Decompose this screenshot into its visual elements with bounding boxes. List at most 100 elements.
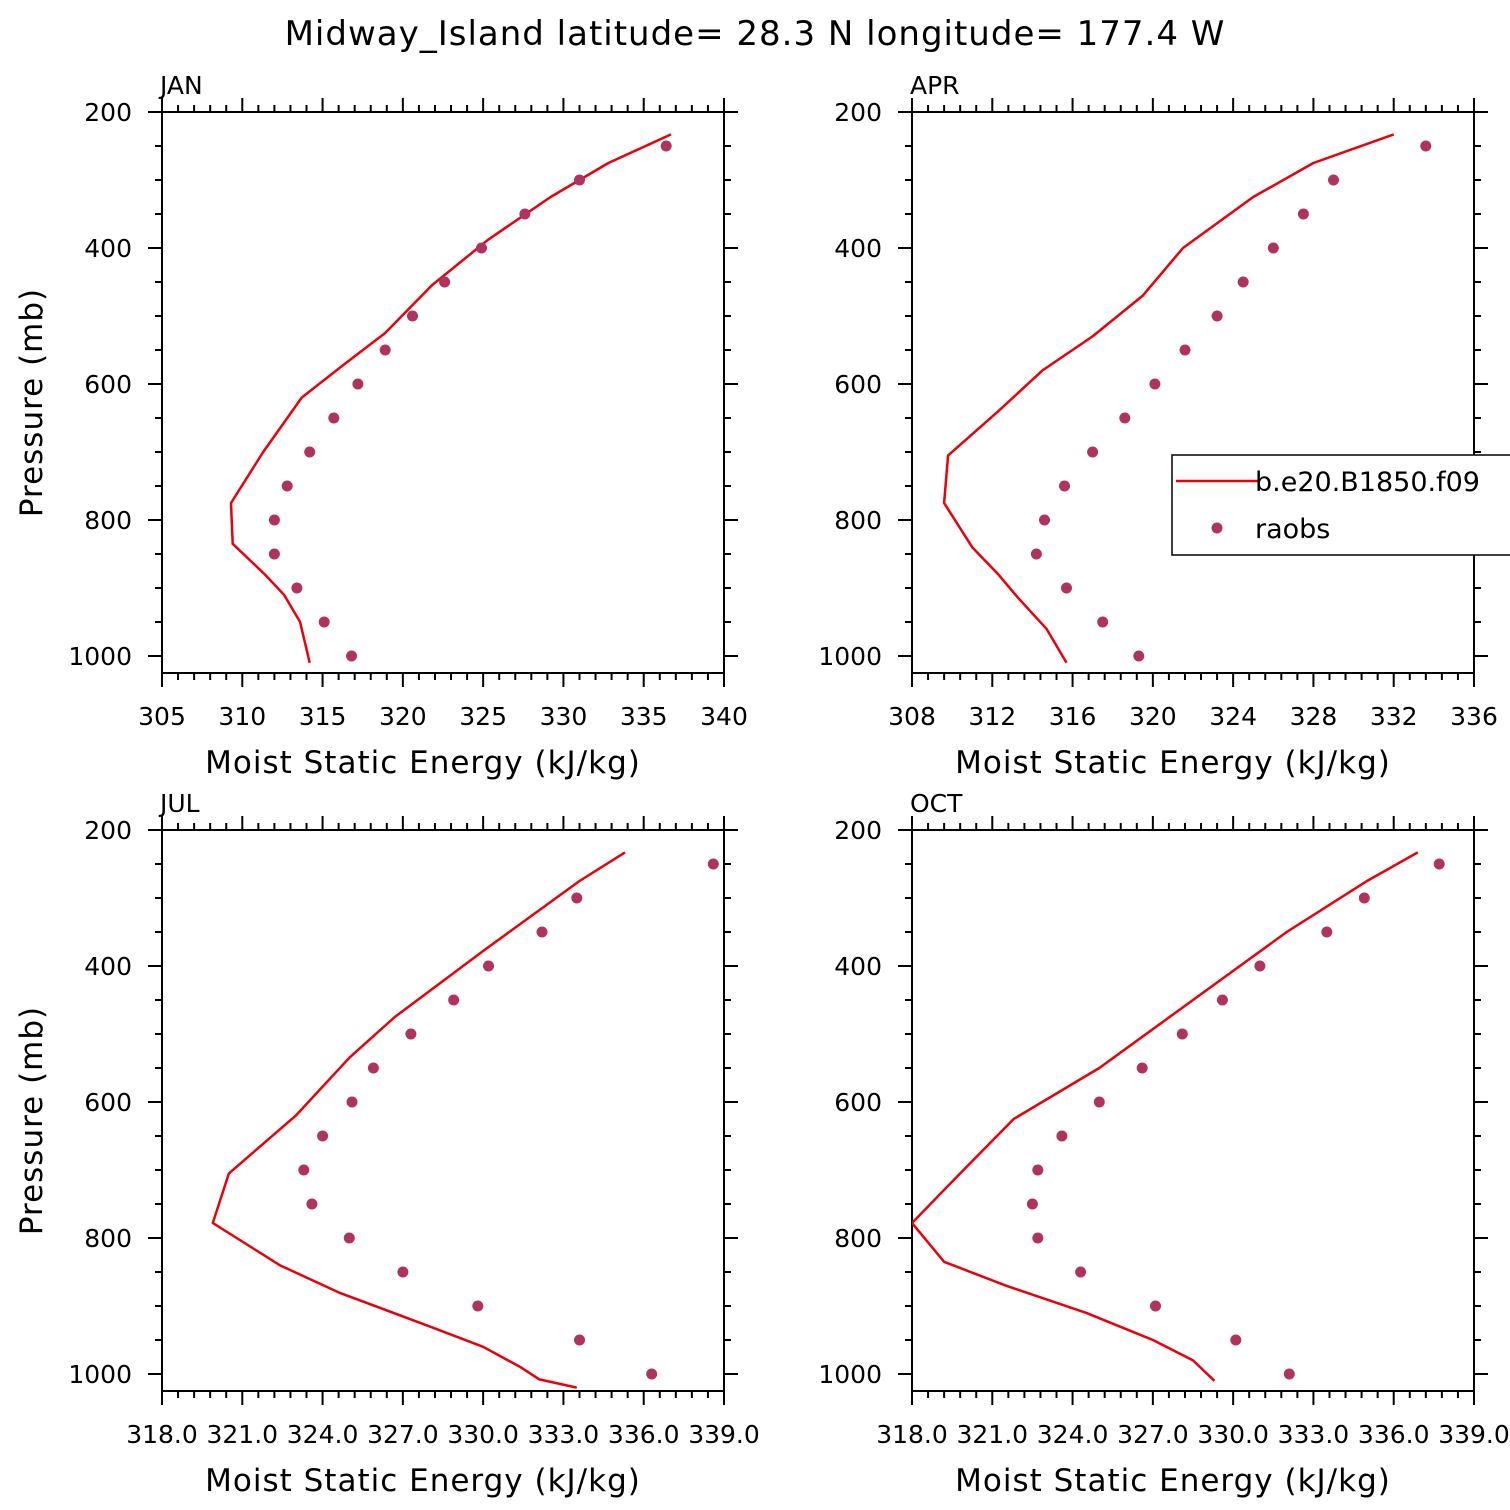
raobs-point bbox=[1030, 548, 1042, 560]
raobs-point bbox=[660, 140, 672, 152]
raobs-point bbox=[574, 1334, 585, 1346]
plot-frame bbox=[161, 829, 725, 1392]
x-tick-label: 321.0 bbox=[206, 1420, 278, 1449]
raobs-point bbox=[346, 650, 357, 662]
x-tick-label: 325 bbox=[459, 702, 507, 731]
raobs-point bbox=[346, 1096, 358, 1108]
raobs-point bbox=[1149, 378, 1161, 390]
y-tick-label: 600 bbox=[84, 370, 132, 399]
plot-area bbox=[211, 851, 719, 1389]
y-tick-label: 200 bbox=[84, 98, 132, 127]
y-tick-label: 600 bbox=[84, 1088, 132, 1117]
x-tick-label: 320 bbox=[379, 702, 427, 731]
x-tick-label: 316 bbox=[1049, 702, 1097, 731]
x-tick-label: 330 bbox=[540, 702, 588, 731]
x-tick-label: 324 bbox=[1209, 702, 1257, 731]
plot-area bbox=[912, 851, 1445, 1382]
raobs-point bbox=[1133, 650, 1145, 662]
x-tick-label: 320 bbox=[1129, 702, 1177, 731]
raobs-point bbox=[1176, 1028, 1188, 1040]
panel-label: APR bbox=[910, 71, 960, 100]
y-tick-label: 1000 bbox=[68, 1360, 132, 1389]
panel-label: OCT bbox=[910, 789, 963, 818]
series-line-model bbox=[942, 133, 1395, 664]
y-tick-label: 1000 bbox=[68, 642, 132, 671]
raobs-point bbox=[1179, 344, 1191, 356]
raobs-point bbox=[1119, 412, 1131, 424]
y-axis-label: Pressure (mb) bbox=[14, 288, 50, 517]
y-tick-label: 400 bbox=[84, 952, 132, 981]
y-tick-label: 400 bbox=[834, 952, 882, 981]
raobs-point bbox=[306, 1198, 318, 1210]
y-tick-label: 200 bbox=[834, 816, 882, 845]
raobs-point bbox=[1433, 858, 1445, 870]
raobs-point bbox=[483, 960, 494, 972]
x-tick-label: 336 bbox=[1450, 702, 1498, 731]
raobs-point bbox=[405, 1028, 417, 1040]
raobs-point bbox=[574, 174, 585, 186]
x-tick-label: 324.0 bbox=[1037, 1420, 1109, 1449]
raobs-point bbox=[1039, 514, 1050, 526]
y-tick-label: 600 bbox=[834, 370, 882, 399]
y-tick-label: 1000 bbox=[818, 642, 882, 671]
raobs-point bbox=[1297, 208, 1309, 220]
x-tick-label: 339.0 bbox=[1438, 1420, 1510, 1449]
raobs-point bbox=[1032, 1164, 1044, 1176]
x-tick-label: 335 bbox=[620, 702, 668, 731]
raobs-point bbox=[1075, 1266, 1087, 1278]
y-tick-label: 600 bbox=[834, 1088, 882, 1117]
y-tick-label: 800 bbox=[84, 1224, 132, 1253]
plot-frame bbox=[911, 829, 1475, 1392]
raobs-point bbox=[1056, 1130, 1068, 1142]
raobs-point bbox=[1358, 892, 1370, 904]
raobs-point bbox=[1237, 276, 1249, 288]
x-tick-label: 305 bbox=[138, 702, 186, 731]
x-tick-label: 318.0 bbox=[126, 1420, 198, 1449]
raobs-point bbox=[1211, 310, 1223, 322]
series-line-model bbox=[912, 851, 1419, 1382]
x-tick-label: 332 bbox=[1370, 702, 1418, 731]
plot-frame bbox=[161, 111, 725, 674]
raobs-point bbox=[519, 208, 531, 220]
raobs-point bbox=[472, 1300, 484, 1312]
plot-area bbox=[942, 133, 1432, 664]
raobs-point bbox=[707, 858, 719, 870]
x-axis-label: Moist Static Energy (kJ/kg) bbox=[955, 745, 1391, 781]
raobs-point bbox=[1059, 480, 1070, 492]
raobs-point bbox=[646, 1368, 658, 1380]
x-axis-label: Moist Static Energy (kJ/kg) bbox=[205, 745, 641, 781]
x-tick-label: 308 bbox=[888, 702, 936, 731]
legend: b.e20.B1850.f09 raobs bbox=[1171, 454, 1510, 556]
panel-jan: 305 310 315 320 325 330 335 340 200 400 600 800 1000… bbox=[14, 71, 748, 781]
x-tick-label: 336.0 bbox=[1358, 1420, 1430, 1449]
x-tick-label: 327.0 bbox=[1117, 1420, 1189, 1449]
y-tick-label: 200 bbox=[834, 98, 882, 127]
legend-label-model: b.e20.B1850.f09 bbox=[1255, 467, 1480, 498]
plot-area bbox=[229, 133, 672, 664]
legend-box bbox=[1171, 454, 1510, 556]
x-tick-label: 330.0 bbox=[1197, 1420, 1269, 1449]
legend-label-raobs: raobs bbox=[1255, 514, 1330, 545]
panel-jul: 318.0 321.0 324.0 327.0 330.0 333.0 336.0 339.0… bbox=[14, 789, 760, 1499]
raobs-point bbox=[1026, 1198, 1038, 1210]
raobs-point bbox=[298, 1164, 310, 1176]
x-tick-label: 312 bbox=[968, 702, 1016, 731]
raobs-point bbox=[397, 1266, 409, 1278]
raobs-point bbox=[1328, 174, 1339, 186]
raobs-point bbox=[1321, 926, 1333, 938]
raobs-point bbox=[439, 276, 451, 288]
plot-frame bbox=[911, 111, 1475, 674]
figure-title: Midway_Island latitude= 28.3 N longitude… bbox=[285, 14, 1226, 54]
raobs-point bbox=[1097, 616, 1109, 628]
raobs-point bbox=[291, 582, 303, 594]
raobs-point bbox=[1150, 1300, 1161, 1312]
x-tick-label: 336.0 bbox=[608, 1420, 680, 1449]
series-line-model bbox=[211, 851, 626, 1389]
raobs-point bbox=[1093, 1096, 1105, 1108]
y-tick-label: 200 bbox=[84, 816, 132, 845]
raobs-point bbox=[379, 344, 391, 356]
y-tick-label: 800 bbox=[834, 1224, 882, 1253]
legend-dot-swatch bbox=[1211, 522, 1223, 534]
raobs-point bbox=[536, 926, 548, 938]
